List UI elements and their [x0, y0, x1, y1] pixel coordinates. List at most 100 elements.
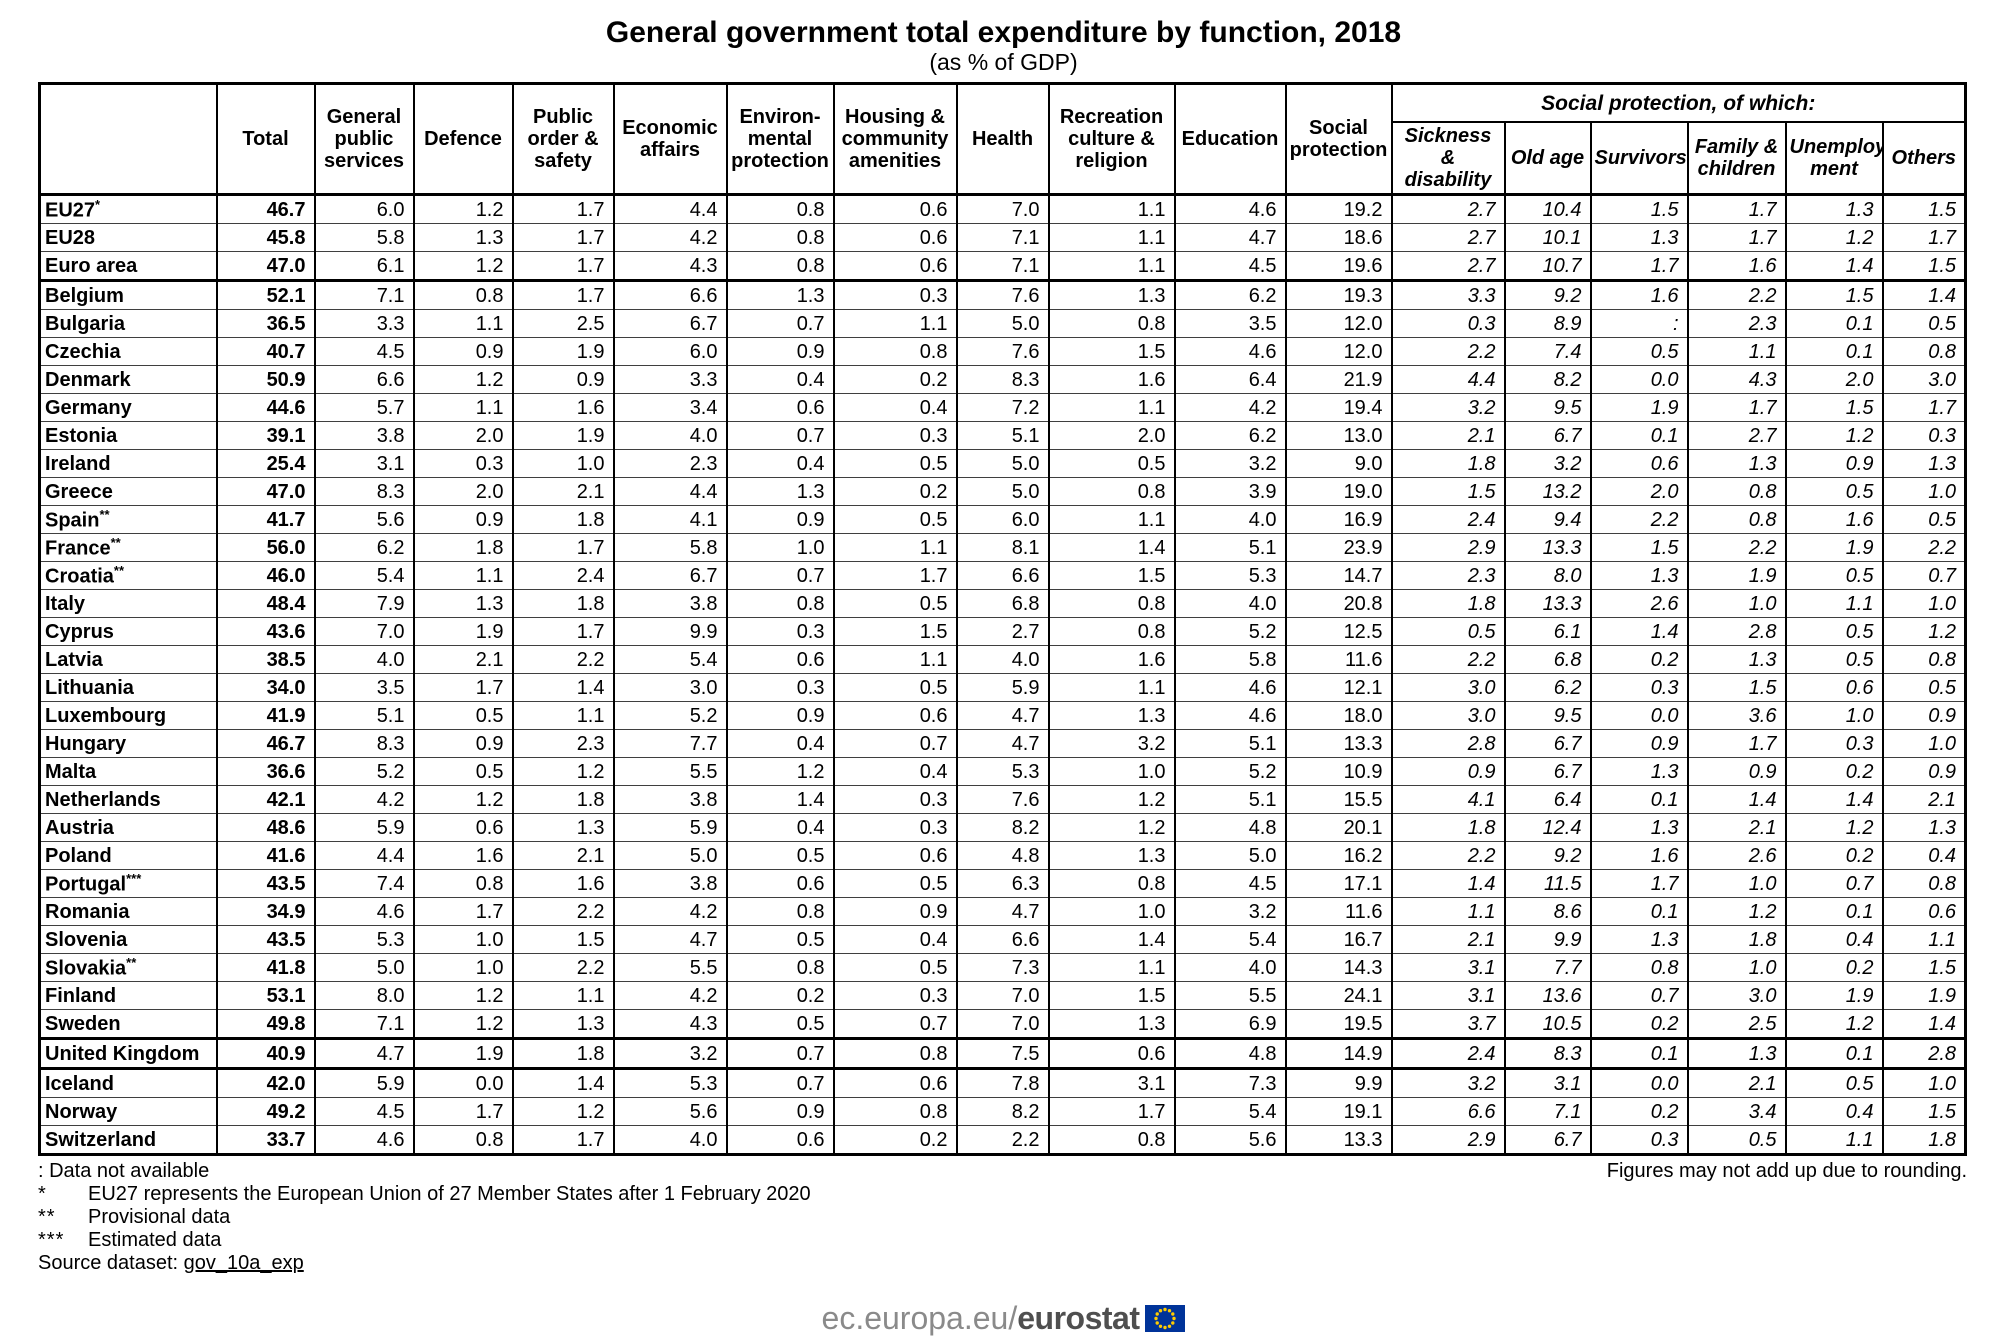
table-row: EU28 45.8 5.8 1.3 1.7 4.2 0.8 0.6 7.1 1.1 4.7 18.6 2… [38, 223, 1967, 252]
value-cell: 1.3 [511, 813, 615, 842]
value-cell: 1.5 [832, 617, 958, 646]
value-cell: 1.2 [1784, 421, 1884, 450]
value-cell: 0.8 [1686, 505, 1787, 534]
value-cell: 19.0 [1284, 477, 1393, 506]
value-cell: 1.3 [511, 1009, 615, 1041]
value-cell: 4.0 [1173, 953, 1287, 982]
country-cell: Switzerland [38, 1125, 218, 1155]
value-cell: 41.6 [215, 841, 316, 870]
value-cell: 3.2 [1173, 449, 1287, 478]
value-cell: 6.8 [1503, 645, 1592, 674]
value-cell: 1.2 [412, 194, 514, 224]
value-cell: 1.5 [1047, 981, 1176, 1010]
value-cell: 1.7 [511, 280, 615, 310]
value-cell: 0.9 [412, 337, 514, 366]
value-cell: 0.8 [1047, 617, 1176, 646]
value-cell: 1.2 [1686, 897, 1787, 926]
value-cell: 1.0 [1686, 953, 1787, 982]
value-cell: 7.9 [313, 589, 415, 618]
column-header-2: General public services [313, 82, 415, 197]
value-cell: 1.0 [412, 953, 514, 982]
value-cell: 4.6 [313, 1125, 415, 1155]
value-cell: 2.4 [511, 561, 615, 590]
value-cell: 0.8 [1589, 953, 1689, 982]
table-row: Finland 53.1 8.0 1.2 1.1 4.2 0.2 0.3 7.0 1.5 5.5 24… [38, 981, 1967, 1010]
value-cell: 8.3 [313, 729, 415, 758]
value-cell: 1.1 [1047, 223, 1176, 252]
value-cell: 1.5 [1686, 673, 1787, 702]
table-row: Belgium 52.1 7.1 0.8 1.7 6.6 1.3 0.3 7.6 1.3 6.2 19… [38, 280, 1967, 310]
value-cell: 1.8 [1390, 589, 1506, 618]
value-cell: 16.7 [1284, 925, 1393, 954]
country-cell: Poland [38, 841, 218, 870]
value-cell: 3.4 [612, 393, 728, 422]
value-cell: 21.9 [1284, 365, 1393, 394]
value-cell: 1.3 [1047, 1009, 1176, 1041]
value-cell: 17.1 [1284, 869, 1393, 898]
value-cell: 1.3 [1047, 280, 1176, 310]
table-row: France** 56.0 6.2 1.8 1.7 5.8 1.0 1.1 8.1 1.4 5.1 2… [38, 533, 1967, 562]
value-cell: 0.5 [412, 701, 514, 730]
value-cell: 1.0 [1686, 589, 1787, 618]
value-cell: 4.5 [1173, 869, 1287, 898]
value-cell: 0.1 [1784, 1038, 1884, 1071]
value-cell: 1.1 [1047, 953, 1176, 982]
value-cell: 0.5 [1881, 505, 1967, 534]
value-cell: 2.8 [1881, 1038, 1967, 1071]
value-cell: 1.3 [1589, 813, 1689, 842]
value-cell: 1.9 [1784, 533, 1884, 562]
value-cell: 3.6 [1686, 701, 1787, 730]
value-cell: 13.2 [1503, 477, 1592, 506]
value-cell: 48.6 [215, 813, 316, 842]
value-cell: 2.4 [1390, 1038, 1506, 1071]
source-label: Source dataset: [38, 1251, 184, 1274]
value-cell: 7.3 [1173, 1068, 1287, 1098]
value-cell: 0.9 [511, 365, 615, 394]
value-cell: 1.9 [511, 421, 615, 450]
value-cell: 1.4 [1784, 785, 1884, 814]
value-cell: 0.8 [1047, 869, 1176, 898]
value-cell: 1.7 [412, 897, 514, 926]
value-cell: 6.7 [1503, 757, 1592, 786]
value-cell: 1.5 [1881, 194, 1967, 224]
value-cell: 0.3 [1589, 673, 1689, 702]
value-cell: 1.3 [1047, 701, 1176, 730]
value-cell: 0.3 [832, 421, 958, 450]
value-cell: 34.9 [215, 897, 316, 926]
source-dataset-link[interactable]: gov_10a_exp [183, 1251, 304, 1274]
value-cell: 5.1 [955, 421, 1050, 450]
value-cell: 0.8 [725, 897, 835, 926]
value-cell: 1.3 [1589, 223, 1689, 252]
value-cell: 0.5 [725, 841, 835, 870]
value-cell: 5.8 [313, 223, 415, 252]
eu-flag-icon [1145, 1305, 1186, 1333]
value-cell: 46.7 [215, 729, 316, 758]
value-cell: 0.6 [1047, 1038, 1176, 1071]
value-cell: 1.8 [511, 785, 615, 814]
value-cell: 12.5 [1284, 617, 1393, 646]
value-cell: 4.2 [612, 897, 728, 926]
value-cell: 6.0 [313, 194, 415, 224]
value-cell: 47.0 [215, 251, 316, 283]
value-cell: 2.2 [1589, 505, 1689, 534]
value-cell: 0.6 [725, 645, 835, 674]
value-cell: 3.8 [612, 869, 728, 898]
value-cell: 0.2 [1589, 1009, 1689, 1041]
value-cell: 1.7 [1047, 1097, 1176, 1126]
value-cell: 0.9 [1881, 701, 1967, 730]
value-cell: 13.6 [1503, 981, 1592, 1010]
value-cell: 0.7 [725, 561, 835, 590]
country-cell: France** [38, 533, 218, 562]
value-cell: 1.1 [832, 533, 958, 562]
value-cell: 0.1 [1589, 897, 1689, 926]
value-cell: 1.4 [1881, 1009, 1967, 1041]
value-cell: 1.1 [1047, 251, 1176, 283]
value-cell: 0.6 [1784, 673, 1884, 702]
value-cell: 5.6 [612, 1097, 728, 1126]
value-cell: 0.8 [725, 589, 835, 618]
value-cell: 4.6 [313, 897, 415, 926]
value-cell: 4.7 [955, 701, 1050, 730]
country-cell: Belgium [38, 280, 218, 310]
value-cell: 1.3 [1881, 449, 1967, 478]
value-cell: 0.7 [1784, 869, 1884, 898]
